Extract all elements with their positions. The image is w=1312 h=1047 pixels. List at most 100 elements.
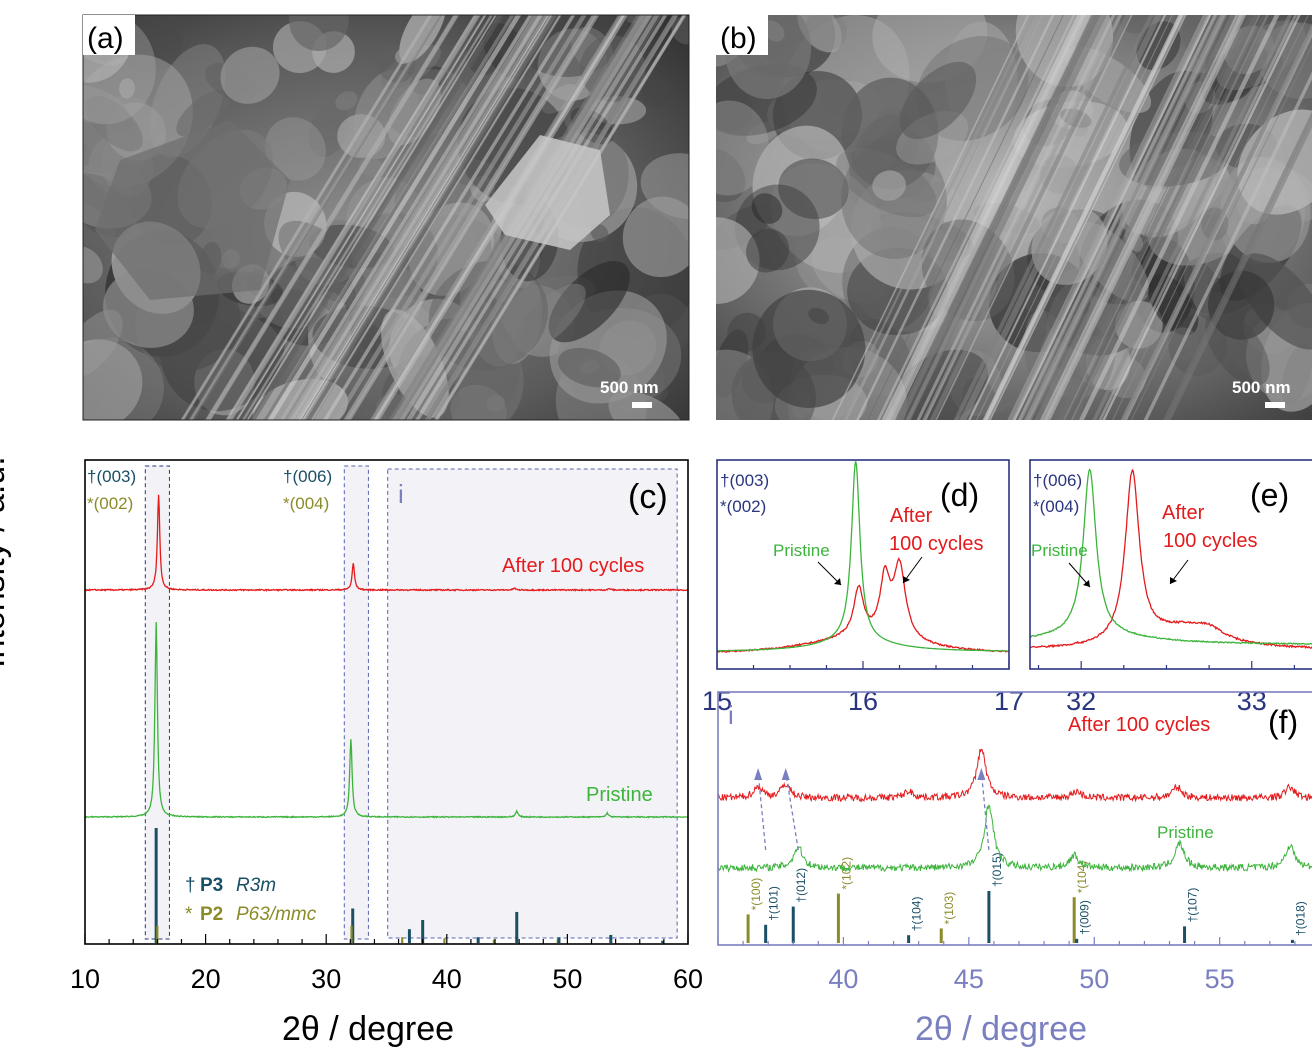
sem-lamella — [844, 15, 1042, 420]
sem-lamella — [241, 15, 494, 420]
panel-b-label: (b) — [720, 22, 757, 55]
sem-lamella — [302, 15, 552, 420]
sem-grain — [716, 217, 760, 305]
sem-lamella — [898, 15, 1099, 420]
sem-lamella — [905, 15, 1107, 420]
sem-lamella — [310, 15, 562, 420]
sem-grain — [752, 289, 866, 408]
sem-grain — [641, 77, 671, 109]
sem-lamella — [836, 15, 1036, 420]
sem-lamella — [343, 15, 597, 420]
sem-lamella — [246, 15, 497, 420]
sem-lamella — [856, 15, 1055, 420]
panel-e-frame — [1029, 459, 1312, 670]
sem-crystal — [95, 120, 290, 300]
sem-grain — [622, 196, 689, 278]
series-label-pristine-c: Pristine — [586, 784, 653, 806]
sem-lamella — [888, 15, 1087, 420]
arrowhead-e-after — [1170, 577, 1177, 584]
reference-stick-label: †(009) — [1078, 900, 1092, 935]
sem-lamella — [929, 15, 1131, 420]
sem-lamella — [889, 15, 1091, 420]
series-label-after-c: After 100 cycles — [502, 555, 644, 577]
sem-lamella — [1044, 15, 1247, 420]
x-tick-label-d: 15 — [702, 686, 732, 716]
sem-lamella — [959, 15, 1162, 420]
sem-lamella — [1010, 15, 1211, 420]
panel-f-label: (f) — [1268, 704, 1298, 740]
reference-stick-label: †(015) — [990, 852, 1004, 887]
sem-grain — [1208, 270, 1275, 340]
sem-lamella — [295, 15, 550, 420]
legend-p3-mark: † — [185, 875, 196, 896]
sem-lamella — [1057, 15, 1259, 420]
sem-grain — [83, 246, 103, 284]
x-tick-label-d: 17 — [994, 686, 1024, 716]
x-tick-label: 20 — [191, 964, 221, 994]
sem-grain — [265, 117, 326, 181]
sem-grain — [899, 61, 977, 140]
shift-arrowhead — [977, 768, 986, 780]
sem-lamella — [267, 15, 522, 420]
x-tick-label-f: 50 — [1079, 964, 1109, 994]
annot-p3-006: †(006) — [283, 467, 332, 486]
legend-p2-sg: P63/mmc — [236, 904, 317, 925]
region-i-label-f: i — [728, 700, 734, 730]
sem-lamella — [953, 15, 1154, 420]
scale-bar-label-a: 500 nm — [600, 378, 659, 397]
sem-lamella — [1162, 111, 1312, 420]
sem-lamella — [867, 15, 1064, 420]
annot-d-p2: *(002) — [720, 497, 766, 516]
sem-image-b — [716, 15, 1312, 420]
sem-grain — [1205, 310, 1270, 387]
panel-b-label-box — [716, 15, 768, 55]
sem-grain — [85, 95, 143, 152]
sem-grain — [716, 100, 769, 196]
sem-grain — [548, 261, 630, 343]
legend-c: † P3 R3m * P2 P63/mmc — [185, 875, 317, 925]
shift-arrowhead — [754, 768, 763, 780]
sem-lamella — [263, 15, 516, 420]
reference-stick-label: †(012) — [794, 868, 808, 903]
scale-bar-label-b: 500 nm — [1232, 378, 1291, 397]
panel-e-label: (e) — [1250, 477, 1289, 513]
series-line-pristine-d — [717, 461, 1009, 652]
sem-lamella — [1067, 15, 1270, 420]
sem-lamella — [236, 15, 487, 420]
sem-lamella — [976, 15, 1173, 420]
sem-lamella — [289, 15, 543, 420]
sem-lamella — [1034, 15, 1236, 420]
sem-grain — [83, 337, 164, 420]
sem-lamella — [306, 15, 562, 420]
legend-p3-phase: P3 — [200, 875, 223, 896]
reference-stick-label: *(103) — [942, 892, 956, 925]
annot-e-pristine: Pristine — [1031, 541, 1088, 560]
annot-d-pristine: Pristine — [773, 541, 830, 560]
sem-lamella — [188, 15, 441, 420]
sem-lamella — [831, 15, 1030, 420]
region-i-label-c: i — [398, 479, 404, 509]
sem-image-a — [83, 15, 689, 420]
sem-lamella — [235, 15, 486, 420]
highlight-region — [387, 468, 678, 939]
sem-lamella — [323, 15, 576, 420]
panel-c: 10 20 30 40 50 60 Intensity / a.u. 2θ / degre… — [0, 456, 703, 1047]
x-tick-label-f: 55 — [1205, 964, 1235, 994]
panel-c-label: (c) — [628, 478, 668, 516]
sem-lamella — [924, 15, 1123, 420]
arrowhead-e-pristine — [1083, 580, 1090, 587]
sem-grain — [912, 180, 949, 203]
sem-lamella — [205, 15, 458, 420]
sem-lamella — [881, 15, 1082, 420]
sem-lamella — [1054, 15, 1252, 420]
sem-lamella — [181, 15, 432, 420]
sem-lamella — [1040, 15, 1241, 420]
legend-p2-mark: * — [185, 904, 193, 925]
panel-f: *(100) †(101) †(012) *(102) †(104) *(103) †(01… — [717, 691, 1312, 1047]
sem-grain — [335, 91, 358, 111]
sem-lamella — [968, 15, 1167, 420]
sem-lamella — [1130, 44, 1312, 420]
annot-d-after: After — [890, 505, 933, 527]
sem-lamella — [333, 15, 587, 420]
sem-lamella — [1102, 15, 1301, 420]
